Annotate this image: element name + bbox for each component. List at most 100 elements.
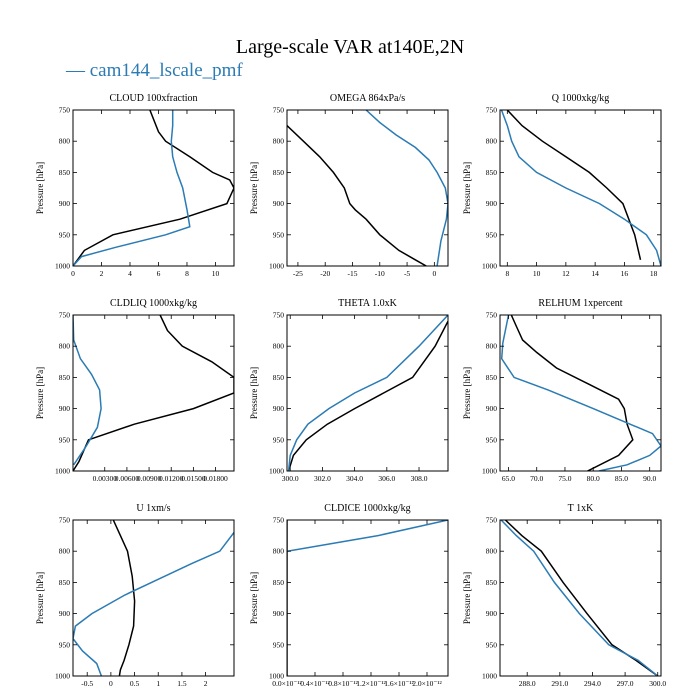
x-tick-label: -20	[320, 269, 330, 278]
plot-frame	[499, 519, 662, 677]
y-tick-label: 900	[486, 609, 498, 618]
x-tick-label: 8	[505, 269, 509, 278]
y-tick-label: 850	[59, 578, 71, 587]
x-tick-label: 6	[157, 269, 161, 278]
plot-frame	[72, 109, 235, 267]
plot-frame	[286, 314, 449, 472]
y-tick-label: 850	[486, 578, 498, 587]
panel-5: RELHUM 1xpercent Pressure [hPa] 750 800 850 9…	[462, 298, 662, 483]
y-tick-label: 900	[273, 404, 285, 413]
y-tick-label: 900	[486, 199, 498, 208]
y-axis-label: Pressure [hPa]	[462, 367, 472, 419]
figure-legend: — cam144_lscale_pmf	[65, 60, 243, 81]
series-line-0	[287, 125, 427, 266]
y-tick-label: 750	[273, 516, 285, 525]
y-tick-label: 800	[273, 547, 285, 556]
x-tick-label: 12	[562, 269, 570, 278]
series-line-0	[73, 110, 234, 266]
plot-frame	[499, 109, 662, 267]
y-tick-label: 850	[273, 168, 285, 177]
y-tick-label: 950	[273, 230, 285, 239]
y-axis-label: Pressure [hPa]	[462, 572, 472, 624]
x-tick-label: 0.5	[130, 679, 140, 688]
y-tick-label: 750	[273, 106, 285, 115]
y-tick-label: 750	[59, 311, 71, 320]
x-tick-label: 0	[432, 269, 436, 278]
y-tick-label: 800	[486, 547, 498, 556]
x-tick-label: 0.01800	[203, 474, 228, 483]
y-tick-label: 1000	[482, 672, 497, 681]
y-axis-label: Pressure [hPa]	[35, 162, 45, 214]
x-tick-label: 70.0	[530, 474, 543, 483]
series-line-1	[73, 110, 191, 266]
x-tick-label: 85.0	[615, 474, 628, 483]
y-tick-label: 800	[273, 342, 285, 351]
series-line-1	[500, 110, 661, 266]
panel-title: T 1xK	[568, 503, 594, 514]
x-tick-label: 1.5	[177, 679, 187, 688]
y-tick-label: 850	[486, 168, 498, 177]
x-tick-label: 288.0	[519, 679, 536, 688]
y-tick-label: 900	[59, 609, 71, 618]
y-axis-label: Pressure [hPa]	[462, 162, 472, 214]
y-tick-label: 750	[59, 106, 71, 115]
panel-7: CLDICE 1000xkg/kg Pressure [hPa] 750 800 850…	[249, 503, 449, 688]
series-line-1	[73, 532, 234, 676]
y-tick-label: 1000	[55, 467, 70, 476]
plot-frame	[72, 314, 235, 472]
y-tick-label: 1000	[55, 262, 70, 271]
x-tick-label: 1	[156, 679, 160, 688]
y-tick-label: 950	[59, 435, 71, 444]
x-tick-label: 0.8×10⁻¹²	[328, 679, 358, 688]
panel-title: THETA 1.0xK	[338, 298, 397, 309]
x-tick-label: 10	[212, 269, 220, 278]
panel-title: OMEGA 864xPa/s	[330, 93, 405, 104]
series-line-1	[287, 315, 448, 471]
y-tick-label: 1000	[269, 262, 284, 271]
y-tick-label: 900	[59, 404, 71, 413]
y-tick-label: 900	[486, 404, 498, 413]
x-tick-label: -15	[347, 269, 357, 278]
x-tick-label: 8	[185, 269, 189, 278]
panel-title: CLDICE 1000xkg/kg	[324, 503, 410, 514]
y-tick-label: 850	[59, 373, 71, 382]
plot-frame	[499, 314, 662, 472]
x-tick-label: 0	[71, 269, 75, 278]
panel-8: T 1xK Pressure [hPa] 750 800 850 900 950 1000 28…	[462, 503, 666, 688]
y-tick-label: 850	[273, 578, 285, 587]
x-tick-label: -0.5	[81, 679, 93, 688]
y-tick-label: 900	[273, 199, 285, 208]
y-tick-label: 900	[273, 609, 285, 618]
y-axis-label: Pressure [hPa]	[35, 572, 45, 624]
x-tick-label: -5	[404, 269, 410, 278]
plot-frame	[286, 519, 449, 677]
plot-frame	[72, 519, 235, 677]
y-tick-label: 750	[59, 516, 71, 525]
y-tick-label: 800	[59, 137, 71, 146]
series-line-0	[504, 520, 659, 676]
y-tick-label: 850	[273, 373, 285, 382]
panel-1: OMEGA 864xPa/s Pressure [hPa] 750 800 850 900…	[249, 93, 449, 278]
y-tick-label: 1000	[482, 262, 497, 271]
x-tick-label: 0.00300	[93, 474, 118, 483]
y-tick-label: 950	[486, 230, 498, 239]
series-line-0	[510, 315, 634, 471]
x-tick-label: 2	[100, 269, 104, 278]
x-tick-label: 302.0	[314, 474, 331, 483]
y-tick-label: 950	[273, 640, 285, 649]
x-tick-label: 90.0	[643, 474, 656, 483]
panel-4: THETA 1.0xK Pressure [hPa] 750 800 850 900 950…	[249, 298, 449, 483]
panel-title: Q 1000xkg/kg	[552, 93, 610, 104]
x-tick-label: 300.0	[649, 679, 666, 688]
y-tick-label: 950	[273, 435, 285, 444]
x-tick-label: -25	[293, 269, 303, 278]
plot-frame	[286, 109, 449, 267]
series-line-0	[506, 110, 642, 260]
x-tick-label: 291.0	[551, 679, 568, 688]
panel-title: CLDLIQ 1000xkg/kg	[110, 298, 197, 309]
y-axis-label: Pressure [hPa]	[249, 572, 259, 624]
series-line-1	[287, 520, 448, 552]
x-tick-label: 308.0	[411, 474, 428, 483]
y-axis-label: Pressure [hPa]	[249, 367, 259, 419]
